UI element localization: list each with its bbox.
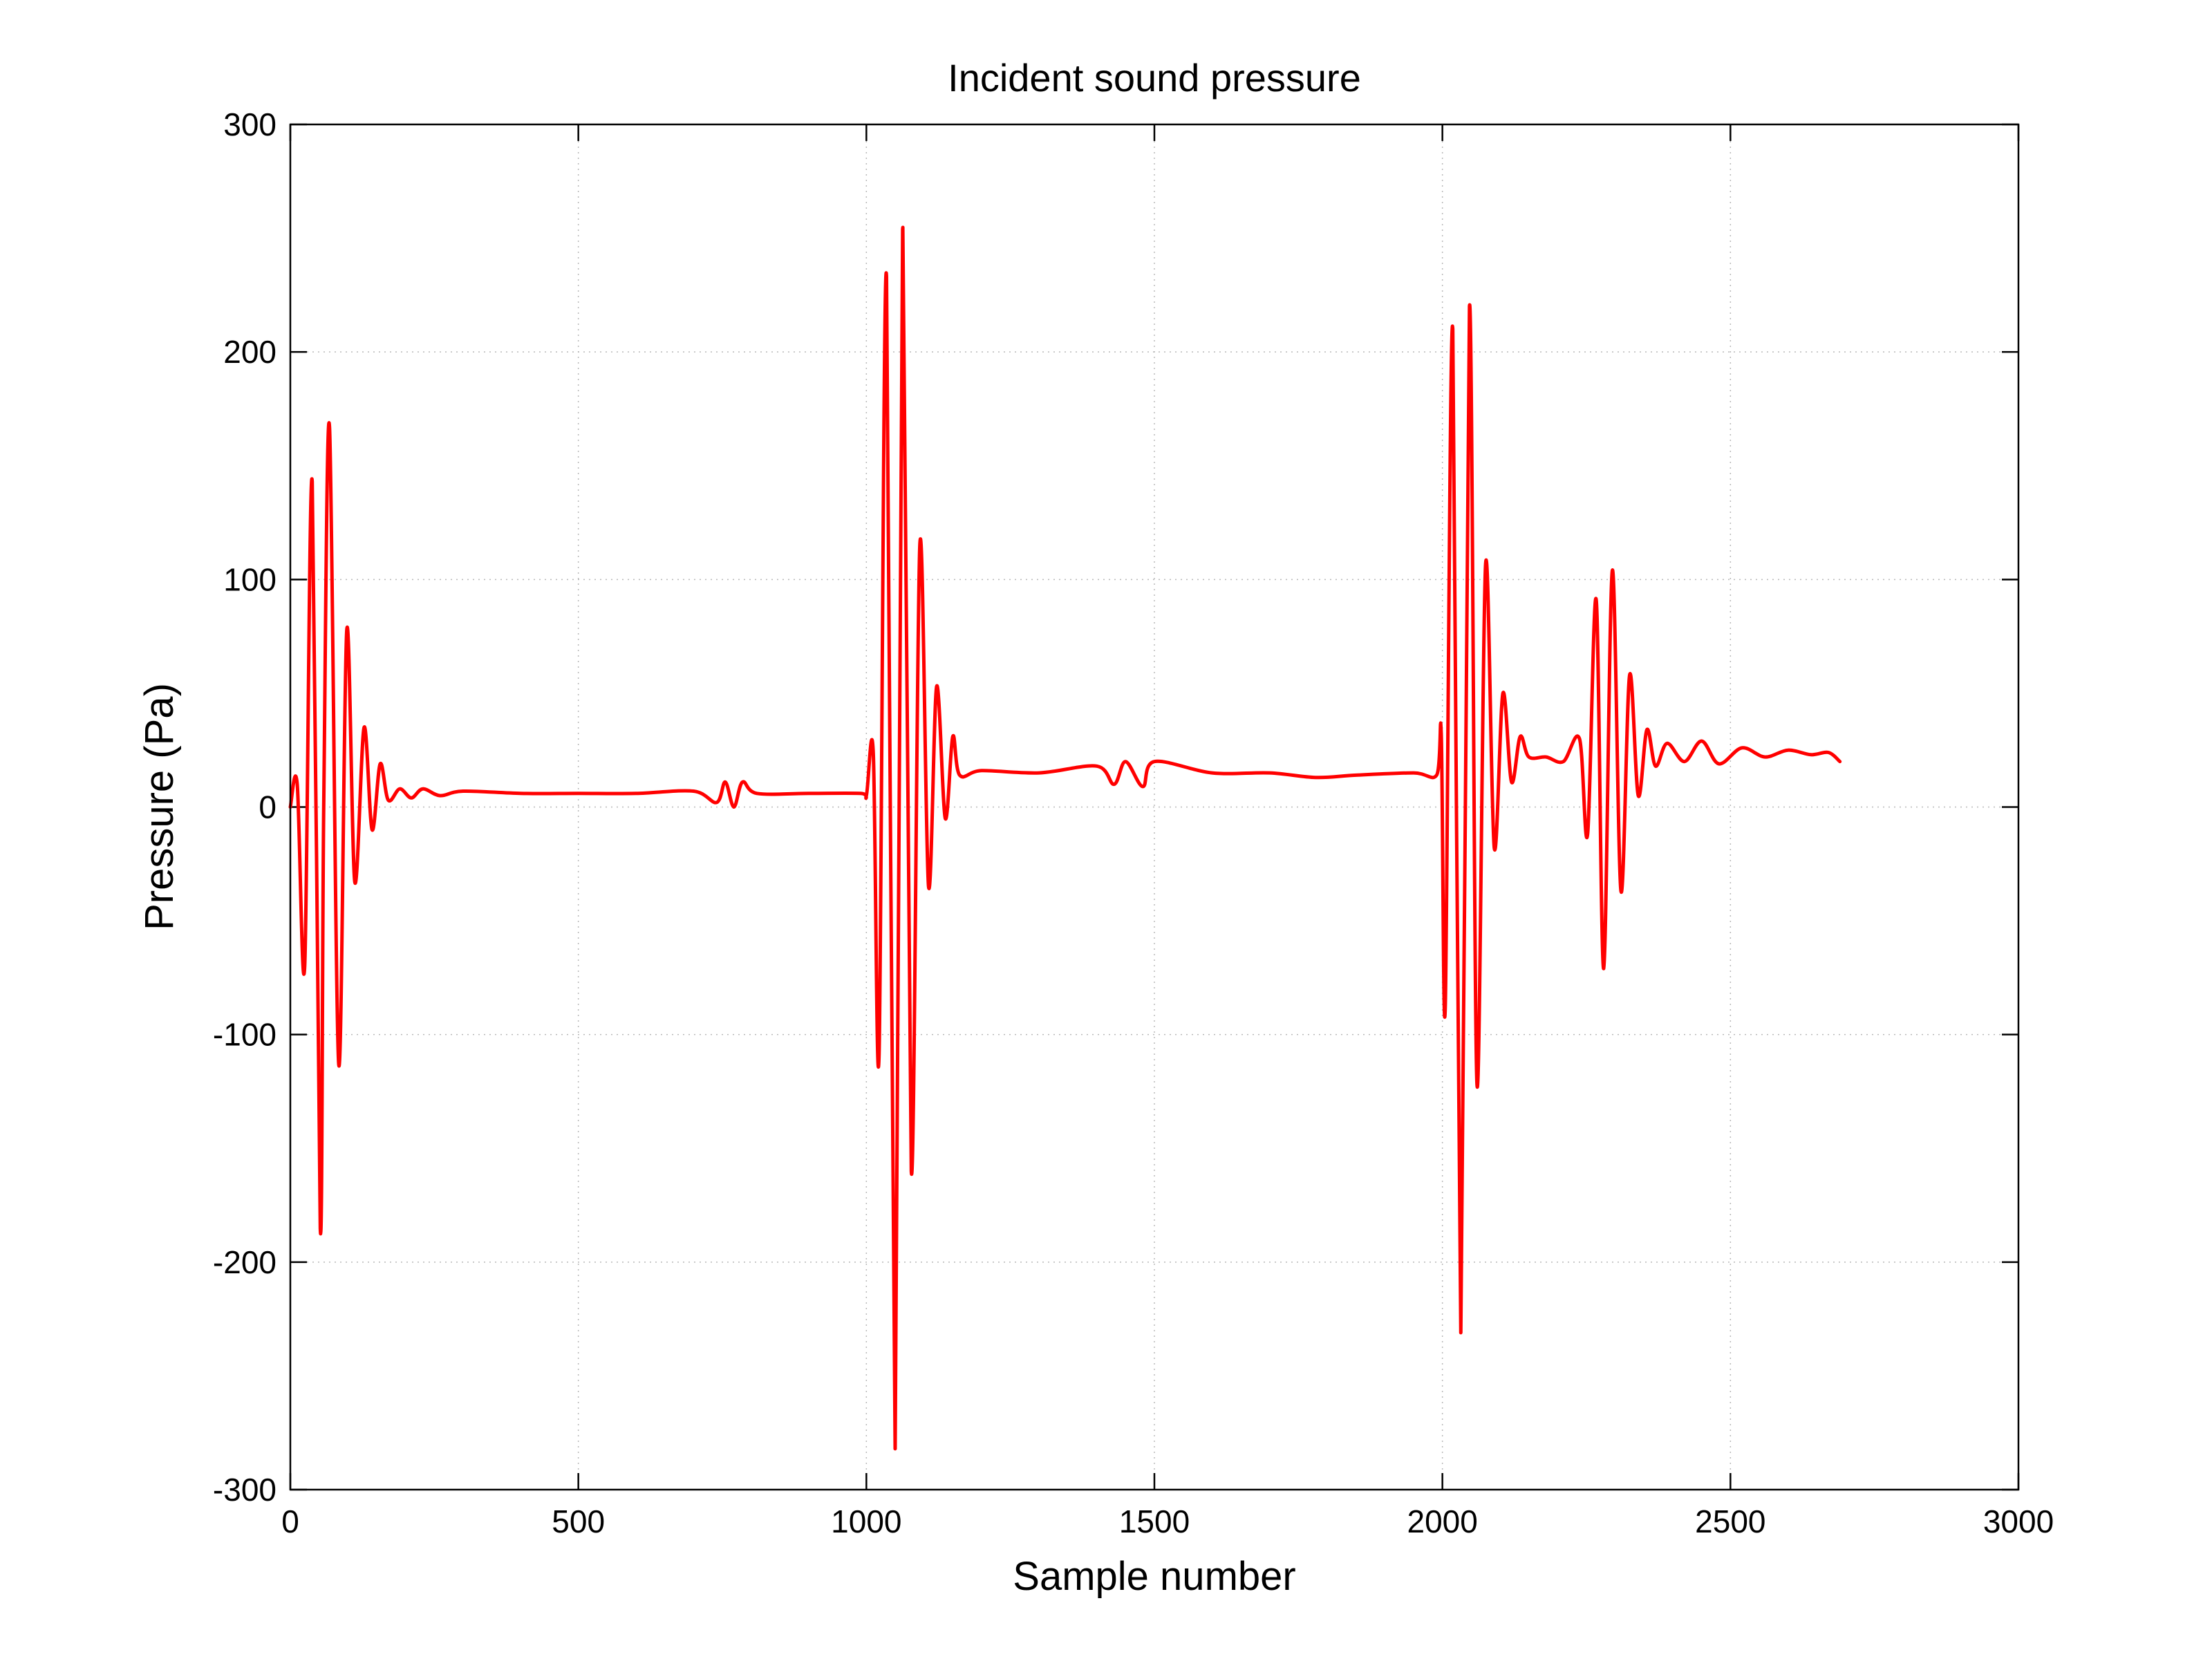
grid-lines (290, 124, 2018, 1490)
y-tick-label: -200 (213, 1244, 276, 1280)
y-tick-label: -300 (213, 1472, 276, 1508)
x-tick-label: 1500 (1119, 1503, 1190, 1539)
x-axis-label: Sample number (1013, 1554, 1295, 1599)
x-tick-label: 0 (281, 1503, 299, 1539)
x-tick-label: 3000 (1983, 1503, 2054, 1539)
series-line (288, 225, 1842, 1451)
y-tick-label: 200 (223, 334, 276, 370)
x-tick-label: 2000 (1407, 1503, 1477, 1539)
chart-title: Incident sound pressure (948, 56, 1361, 100)
y-tick-label: 100 (223, 561, 276, 597)
x-tick-label: 2500 (1695, 1503, 1765, 1539)
x-tick-labels: 0 500 1000 1500 2000 2500 3000 (281, 1503, 2054, 1539)
y-tick-labels: 300 200 100 0 -100 -200 -300 (213, 106, 276, 1508)
y-tick-label: 0 (259, 789, 276, 825)
y-tick-label: 300 (223, 106, 276, 142)
y-tick-label: -100 (213, 1017, 276, 1053)
x-tick-label: 1000 (831, 1503, 901, 1539)
y-axis-label: Pressure (Pa) (137, 683, 182, 930)
series-layer (288, 225, 1842, 1451)
plot-frame (289, 123, 2020, 1491)
x-tick-label: 500 (552, 1503, 605, 1539)
